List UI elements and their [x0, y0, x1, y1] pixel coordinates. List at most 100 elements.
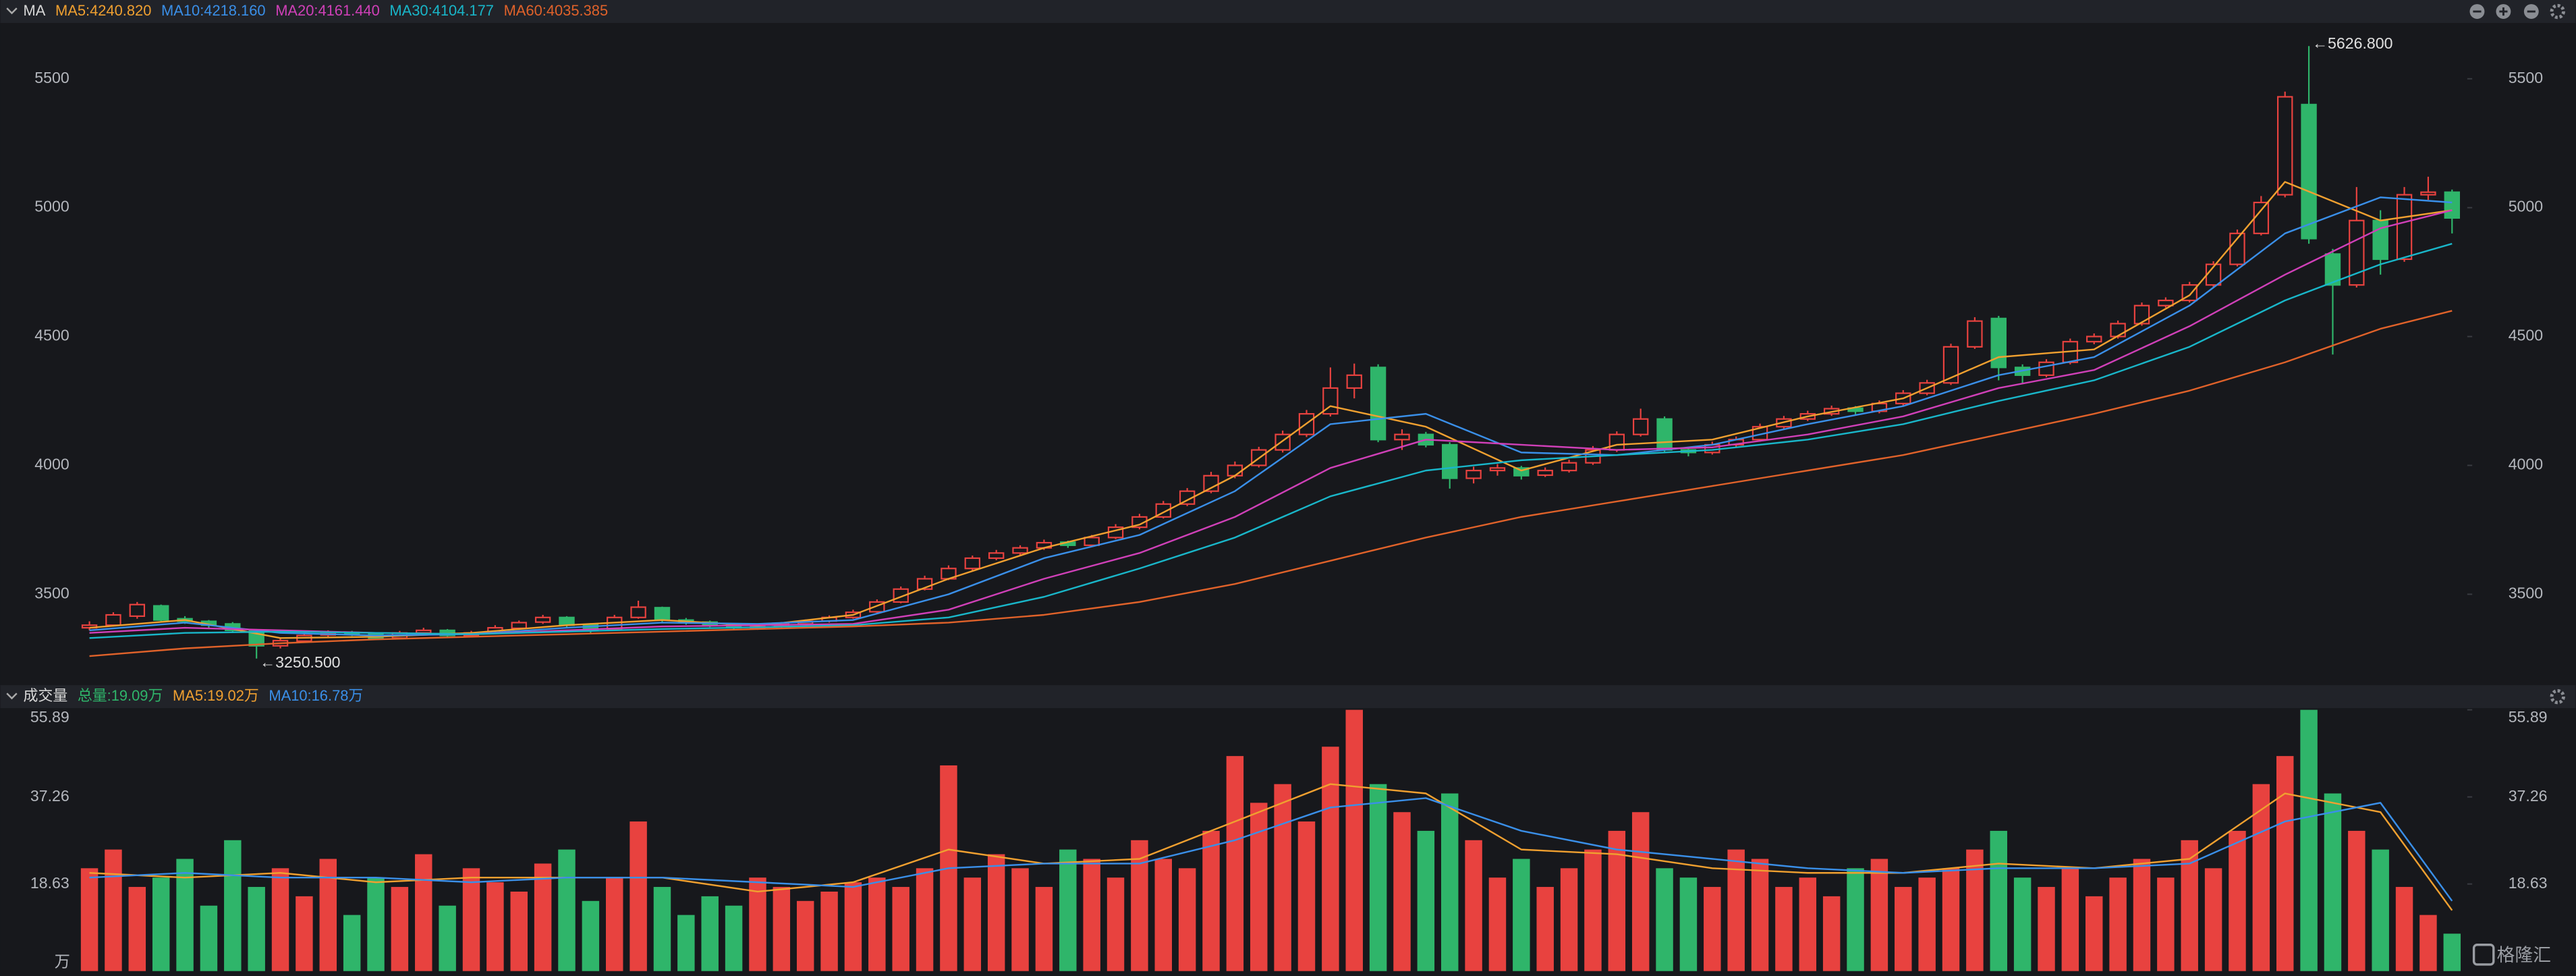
volume-bar: [868, 877, 886, 971]
volume-bar: [1870, 859, 1888, 971]
y-tick-label: 3500: [2509, 585, 2543, 602]
y-tick-label: 3500: [34, 585, 69, 602]
volume-bar: [2443, 933, 2461, 971]
candle-body: [630, 606, 646, 618]
candle-body: [2253, 201, 2270, 234]
candle-body: [1346, 374, 1362, 389]
volume-bar: [2157, 877, 2175, 971]
volume-bar: [1250, 803, 1268, 971]
candle-body: [2086, 335, 2102, 343]
volume-bar: [2013, 877, 2032, 971]
volume-bar: [844, 882, 862, 971]
volume-bar: [1918, 877, 1936, 971]
candle-body: [964, 557, 981, 570]
volume-bar: [105, 849, 122, 971]
volume-bar: [1895, 887, 1912, 971]
volume-bar: [1345, 709, 1363, 971]
candle-body: [1608, 433, 1625, 451]
candle-body: [534, 616, 551, 623]
volume-bar: [2324, 793, 2342, 971]
ma-line: [89, 181, 2453, 639]
ma-line: [89, 797, 2453, 902]
settings-button[interactable]: [2550, 3, 2565, 20]
price-header-bar: [0, 0, 2576, 24]
volume-panel-title: 成交量: [24, 687, 68, 704]
volume-bar: [271, 868, 289, 971]
volume-bar: [2204, 868, 2222, 971]
y-tick-label: 4500: [2509, 327, 2543, 344]
candle-body: [2349, 219, 2365, 286]
min-annotation: ←3250.500: [260, 653, 340, 671]
y-tick-label: 37.26: [30, 787, 69, 805]
volume-bar: [1274, 784, 1291, 971]
volume-bar: [1631, 812, 1650, 971]
candle-body: [2158, 300, 2174, 306]
candle-body: [1227, 464, 1243, 477]
candle-body: [2420, 191, 2436, 196]
volume-bar: [796, 900, 814, 971]
volume-bar: [677, 915, 695, 971]
y-tick-label: 37.26: [2509, 787, 2548, 805]
volume-bar: [1011, 868, 1029, 971]
candle-body: [2229, 232, 2245, 265]
volume-bar: [1990, 830, 2007, 971]
volume-bar: [1202, 830, 1220, 971]
volume-bar: [2085, 896, 2103, 971]
volume-bar: [629, 821, 647, 971]
volume-bar: [343, 915, 361, 971]
candle-body: [2324, 253, 2341, 286]
ma-line: [89, 242, 2453, 639]
volume-bar: [1656, 868, 1673, 971]
y-tick-label: 55.89: [30, 708, 69, 726]
volume-bar: [2372, 849, 2389, 971]
volume-bar: [1417, 830, 1435, 971]
volume-bar: [987, 854, 1005, 971]
y-tick-label: 5500: [2509, 69, 2543, 86]
volume-bar: [1942, 868, 1960, 971]
y-tick-label: 4000: [34, 456, 69, 473]
volume-bar: [653, 887, 671, 971]
settings-button[interactable]: [2550, 688, 2565, 705]
volume-bar: [892, 887, 909, 971]
watermark: 格隆汇: [2472, 944, 2551, 966]
volume-bar: [152, 877, 170, 971]
y-tick-label: 5000: [2509, 198, 2543, 215]
volume-bar: [1608, 830, 1626, 971]
volume-bar: [2419, 915, 2437, 971]
volume-bar: [701, 896, 719, 971]
volume-bar: [1083, 859, 1100, 971]
volume-bar: [2252, 784, 2270, 971]
candle-body: [1442, 443, 1458, 479]
legend-entry: MA30:4104.177: [389, 2, 494, 19]
volume-bar: [963, 877, 982, 971]
volume-bar: [1822, 896, 1841, 971]
volume-bar: [1966, 849, 1984, 971]
volume-bar: [248, 887, 265, 971]
volume-bar: [2133, 859, 2151, 971]
volume-bar: [319, 859, 337, 971]
volume-bar: [296, 896, 313, 971]
legend-entry: 总量:19.09万: [78, 687, 163, 704]
volume-bar: [773, 887, 791, 971]
legend-entry: MA20:4161.440: [275, 2, 380, 19]
candle-body: [2277, 96, 2293, 196]
volume-bar: [128, 887, 146, 971]
collapse-icon[interactable]: [6, 693, 18, 700]
volume-bar: [486, 882, 504, 971]
volume-unit: 万: [55, 953, 70, 971]
watermark-text: 格隆汇: [2497, 945, 2551, 965]
candle-body: [511, 622, 527, 629]
candle-body: [1394, 433, 1410, 441]
volume-bar: [439, 905, 456, 971]
y-tick-label: 18.63: [30, 874, 69, 892]
volume-bar: [1369, 784, 1387, 971]
volume-bar: [558, 849, 576, 971]
collapse-icon[interactable]: [6, 7, 18, 15]
volume-bar: [1584, 849, 1602, 971]
candle-body: [416, 629, 432, 634]
candle-body: [2301, 103, 2317, 240]
candle-body: [1465, 470, 1482, 479]
volume-bar: [224, 840, 242, 971]
candle-body: [1561, 462, 1577, 472]
